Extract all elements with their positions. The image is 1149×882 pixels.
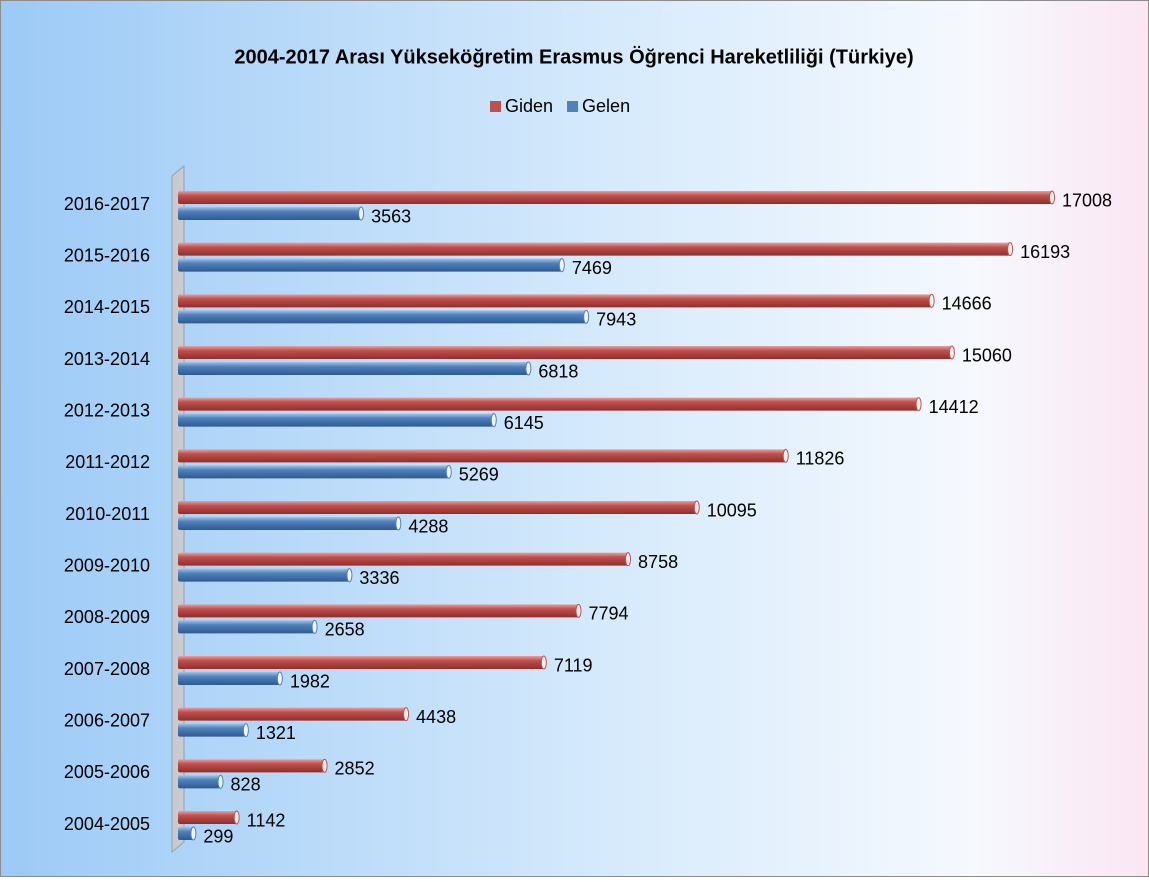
- legend-label: Giden: [505, 96, 553, 116]
- bar: [178, 501, 697, 514]
- data-label: 1142: [247, 810, 286, 830]
- bar: [178, 568, 350, 582]
- y-tick-label: 2010-2011: [65, 504, 150, 524]
- data-label: 2852: [335, 759, 375, 779]
- data-label: 3336: [359, 568, 399, 588]
- bar: [178, 413, 494, 427]
- y-tick-label: 2005-2006: [64, 762, 150, 782]
- bar: [178, 310, 587, 324]
- legend: Giden Gelen: [490, 96, 630, 116]
- data-label: 14412: [929, 397, 979, 417]
- bar: [178, 362, 529, 375]
- y-tick-label: 2006-2007: [64, 710, 150, 730]
- bar-cap: [782, 448, 789, 463]
- data-label: 10095: [707, 500, 757, 520]
- legend-label: Gelen: [582, 96, 630, 116]
- data-label: 3563: [371, 206, 411, 226]
- bar: [178, 465, 449, 479]
- bar: [178, 552, 629, 566]
- y-tick-label: 2009-2010: [64, 555, 150, 575]
- bar: [178, 517, 399, 530]
- bar: [178, 207, 362, 220]
- bar-cap: [525, 361, 532, 376]
- bar: [178, 294, 932, 308]
- data-label: 7794: [589, 604, 629, 624]
- y-tick-label: 2008-2009: [64, 607, 150, 627]
- legend-swatch: [567, 101, 579, 112]
- bar-cap: [948, 345, 955, 360]
- bar-cap: [575, 603, 582, 618]
- bar: [178, 827, 194, 840]
- bar: [178, 811, 237, 824]
- data-label: 1321: [256, 723, 296, 743]
- data-label: 15060: [962, 345, 1012, 365]
- bar: [178, 242, 1011, 256]
- bar-cap: [625, 552, 632, 567]
- bar: [178, 346, 952, 359]
- bar-cap: [395, 516, 402, 531]
- bar-cap: [403, 707, 410, 722]
- bar-cap: [915, 397, 922, 412]
- bar: [178, 656, 544, 669]
- data-label: 6145: [504, 413, 544, 433]
- y-tick-label: 2016-2017: [64, 194, 150, 214]
- data-label: 5269: [459, 465, 499, 485]
- bar: [178, 449, 786, 463]
- data-label: 14666: [942, 294, 992, 314]
- bar-cap: [583, 309, 590, 324]
- bar: [178, 258, 562, 272]
- y-tick-label: 2012-2013: [64, 400, 150, 420]
- bar-cap: [1007, 242, 1014, 257]
- bar-cap: [346, 568, 353, 583]
- y-tick-label: 2007-2008: [64, 659, 150, 679]
- legend-swatch: [490, 101, 501, 112]
- bar-cap: [540, 655, 547, 670]
- y-tick-label: 2004-2005: [64, 814, 150, 834]
- y-tick-label: 2011-2012: [65, 452, 150, 472]
- bar: [178, 397, 919, 411]
- bar-cap: [558, 258, 565, 273]
- bar-cap: [217, 774, 224, 789]
- data-label: 299: [203, 826, 233, 846]
- chart-title: 2004-2017 Arası Yükseköğretim Erasmus Öğ…: [234, 45, 913, 68]
- bar-cap: [693, 500, 700, 515]
- data-label: 2658: [325, 620, 365, 640]
- bar-cap: [276, 671, 283, 686]
- data-label: 6818: [538, 361, 578, 381]
- bar: [178, 723, 246, 737]
- data-label: 11826: [796, 449, 845, 469]
- data-label: 17008: [1062, 190, 1112, 210]
- bar: [178, 759, 325, 773]
- data-label: 7119: [554, 655, 593, 675]
- bar: [178, 620, 315, 634]
- bar: [178, 707, 407, 721]
- data-label: 16193: [1020, 242, 1070, 262]
- data-label: 7943: [596, 310, 636, 330]
- y-tick-label: 2014-2015: [64, 297, 150, 317]
- bar-cap: [1049, 190, 1055, 205]
- data-label: 8758: [638, 552, 678, 572]
- data-label: 4288: [408, 516, 448, 536]
- bar: [178, 191, 1052, 204]
- data-label: 4438: [416, 707, 456, 727]
- bar-cap: [358, 206, 365, 221]
- y-tick-label: 2015-2016: [64, 245, 150, 265]
- bar: [178, 775, 221, 789]
- bar-cap: [190, 826, 197, 841]
- bar-cap: [321, 758, 328, 773]
- data-label: 1982: [290, 671, 330, 691]
- data-label: 7469: [572, 258, 612, 278]
- bar: [178, 672, 280, 685]
- bar-cap: [311, 619, 318, 634]
- bar-cap: [928, 293, 935, 308]
- bar-cap: [233, 810, 240, 825]
- y-tick-label: 2013-2014: [64, 349, 150, 369]
- bar: [178, 604, 579, 618]
- bar-cap: [242, 723, 249, 738]
- bar-cap: [445, 464, 452, 479]
- bar-cap: [490, 413, 497, 428]
- data-label: 828: [231, 775, 261, 795]
